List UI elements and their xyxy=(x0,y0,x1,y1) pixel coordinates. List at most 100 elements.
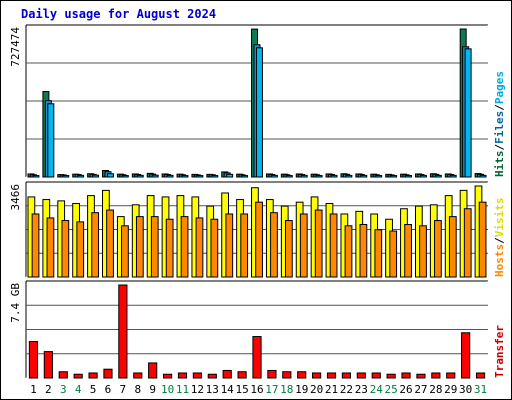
bar-hosts-day-12 xyxy=(195,217,204,278)
bar-transfer-day-16 xyxy=(252,336,262,379)
bar-transfer-day-1 xyxy=(28,341,39,379)
legend-entry: / xyxy=(493,144,506,151)
bar-transfer-day-14 xyxy=(222,369,232,379)
bar-hosts-day-22 xyxy=(344,225,353,278)
bar-hosts-day-1 xyxy=(31,213,40,278)
bar-hosts-day-30 xyxy=(463,208,472,278)
day-label-6: 6 xyxy=(105,383,112,396)
panel-max-label: 727474 xyxy=(9,27,22,67)
bar-pages-day-4 xyxy=(77,174,85,178)
bar-hosts-day-23 xyxy=(359,223,368,278)
bar-pages-day-10 xyxy=(166,174,174,178)
bar-transfer-day-12 xyxy=(192,372,202,379)
bar-pages-day-23 xyxy=(360,174,368,178)
bar-hosts-day-11 xyxy=(180,216,189,278)
bar-pages-day-1 xyxy=(32,175,40,178)
bar-hosts-day-17 xyxy=(270,212,278,278)
day-label-14: 14 xyxy=(221,383,235,396)
day-label-9: 9 xyxy=(149,383,156,396)
bar-transfer-day-13 xyxy=(207,373,217,379)
day-label-24: 24 xyxy=(370,383,384,396)
bar-transfer-day-5 xyxy=(88,372,98,379)
bar-hosts-day-25 xyxy=(389,230,398,278)
panel-legend: Hits/Files/Pages xyxy=(493,71,506,177)
bar-pages-day-12 xyxy=(196,175,204,178)
day-label-11: 11 xyxy=(176,383,189,396)
bar-transfer-day-21 xyxy=(326,372,337,379)
legend-entry: Hits xyxy=(493,151,506,178)
bar-transfer-day-26 xyxy=(401,372,411,379)
bar-transfer-day-15 xyxy=(237,371,247,379)
bar-pages-day-9 xyxy=(151,174,159,178)
day-label-13: 13 xyxy=(206,383,219,396)
bar-hosts-day-9 xyxy=(150,216,159,278)
bar-pages-day-19 xyxy=(300,174,308,178)
bar-hosts-day-24 xyxy=(374,229,383,278)
day-label-17: 17 xyxy=(265,383,278,396)
legend-entry: Pages xyxy=(493,71,506,104)
legend-entry: Visits xyxy=(493,198,506,238)
panel-legend: Hosts/Visits xyxy=(493,198,506,278)
bar-pages-day-18 xyxy=(285,175,293,178)
bar-pages-day-14 xyxy=(226,173,234,178)
panel-middle: 3466 Hosts/Visits xyxy=(9,181,506,278)
bar-pages-day-2 xyxy=(47,103,55,178)
bar-hosts-day-27 xyxy=(419,225,427,278)
panel-legend: Transfer xyxy=(493,325,506,378)
day-label-4: 4 xyxy=(75,383,82,396)
bar-transfer-day-24 xyxy=(371,372,381,379)
bar-transfer-day-2 xyxy=(43,351,53,379)
day-label-25: 25 xyxy=(385,383,398,396)
bar-transfer-day-17 xyxy=(267,369,277,379)
bar-pages-day-30 xyxy=(464,48,472,178)
bar-transfer-day-10 xyxy=(162,373,173,379)
bar-hosts-day-18 xyxy=(285,220,293,278)
bar-pages-day-28 xyxy=(434,174,442,178)
bar-transfer-day-6 xyxy=(103,368,113,379)
bar-pages-day-20 xyxy=(315,175,323,178)
legend-entry: / xyxy=(493,237,506,244)
bar-pages-day-17 xyxy=(270,174,278,178)
day-label-22: 22 xyxy=(340,383,353,396)
bar-transfer-day-20 xyxy=(312,372,322,379)
bar-hosts-day-2 xyxy=(46,217,55,278)
bar-pages-day-24 xyxy=(375,175,383,178)
day-label-30: 30 xyxy=(459,383,472,396)
panel-max-label: 7.4 GB xyxy=(9,283,22,323)
bar-pages-day-21 xyxy=(330,174,338,178)
bar-hosts-day-28 xyxy=(434,220,442,278)
bar-hosts-day-4 xyxy=(76,221,85,278)
bar-transfer-day-22 xyxy=(341,372,352,379)
bar-hosts-day-29 xyxy=(448,216,457,278)
bar-hosts-day-21 xyxy=(329,213,338,278)
chart-title: Daily usage for August 2024 xyxy=(21,7,217,21)
bar-transfer-day-11 xyxy=(177,372,188,379)
bar-transfer-day-28 xyxy=(431,372,441,379)
bar-hosts-day-5 xyxy=(91,212,100,278)
day-label-29: 29 xyxy=(444,383,457,396)
bar-hosts-day-10 xyxy=(165,218,174,278)
bar-hosts-day-14 xyxy=(225,213,234,278)
bar-hosts-day-31 xyxy=(478,201,487,278)
day-label-5: 5 xyxy=(90,383,97,396)
day-label-20: 20 xyxy=(310,383,323,396)
bar-pages-day-27 xyxy=(419,174,427,178)
day-label-2: 2 xyxy=(45,383,52,396)
bar-transfer-day-19 xyxy=(297,371,307,379)
day-label-3: 3 xyxy=(60,383,67,396)
bar-pages-day-7 xyxy=(121,175,129,178)
bar-pages-day-16 xyxy=(255,47,263,178)
bar-transfer-day-3 xyxy=(58,371,68,379)
day-label-7: 7 xyxy=(120,383,127,396)
bar-transfer-day-30 xyxy=(461,332,471,379)
bar-pages-day-22 xyxy=(345,174,353,178)
bar-pages-day-13 xyxy=(211,175,219,178)
bar-pages-day-5 xyxy=(92,174,100,178)
legend-entry: Hosts xyxy=(493,244,506,277)
bar-pages-day-15 xyxy=(241,175,249,178)
day-label-12: 12 xyxy=(191,383,204,396)
bar-transfer-day-8 xyxy=(133,372,143,379)
bar-pages-day-29 xyxy=(449,174,457,178)
